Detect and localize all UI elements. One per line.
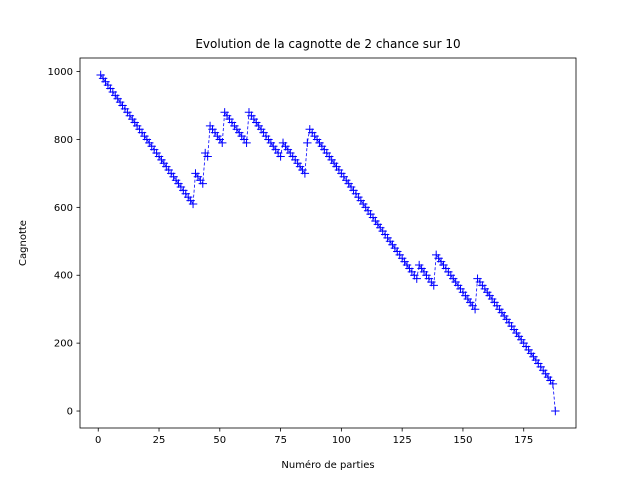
data-point	[300, 169, 310, 178]
series-markers	[96, 70, 560, 416]
chart-title: Evolution de la cagnotte de 2 chance sur…	[195, 37, 460, 51]
y-tick-label: 0	[67, 407, 73, 418]
y-tick-label: 1000	[48, 67, 73, 78]
x-tick-label: 125	[393, 435, 412, 446]
y-tick-label: 200	[54, 339, 73, 350]
plot-area: 0 25 50 75 100 125 150 175 0 200 400 600 800 1000	[48, 57, 577, 446]
y-tick-label: 600	[54, 203, 73, 214]
data-point	[203, 152, 212, 161]
x-tick-label: 50	[213, 435, 226, 446]
y-axis-title: Cagnotte	[18, 220, 29, 266]
x-tick-label: 175	[514, 435, 533, 446]
plot-frame	[79, 57, 577, 429]
data-point	[188, 199, 198, 209]
data-point	[218, 138, 227, 148]
data-point	[276, 152, 285, 161]
data-point	[242, 138, 251, 148]
x-axis-title: Numéro de parties	[281, 459, 374, 471]
data-point	[303, 138, 312, 148]
data-point	[551, 406, 560, 416]
y-tick-label: 400	[54, 271, 73, 282]
x-tick-label: 150	[453, 435, 472, 446]
data-point	[412, 274, 421, 283]
y-tick-label: 800	[54, 135, 73, 146]
x-tick-label: 25	[153, 435, 166, 446]
x-tick-label: 0	[95, 435, 101, 446]
x-tick-label: 75	[274, 435, 287, 446]
series-line	[100, 74, 556, 412]
x-axis: 0 25 50 75 100 125 150 175	[95, 428, 533, 446]
data-point	[198, 179, 207, 188]
data-point	[548, 379, 558, 389]
x-tick-label: 100	[332, 435, 351, 446]
y-axis: 0 200 400 600 800 1000	[48, 67, 80, 418]
data-point	[470, 304, 480, 314]
data-point	[429, 281, 438, 290]
